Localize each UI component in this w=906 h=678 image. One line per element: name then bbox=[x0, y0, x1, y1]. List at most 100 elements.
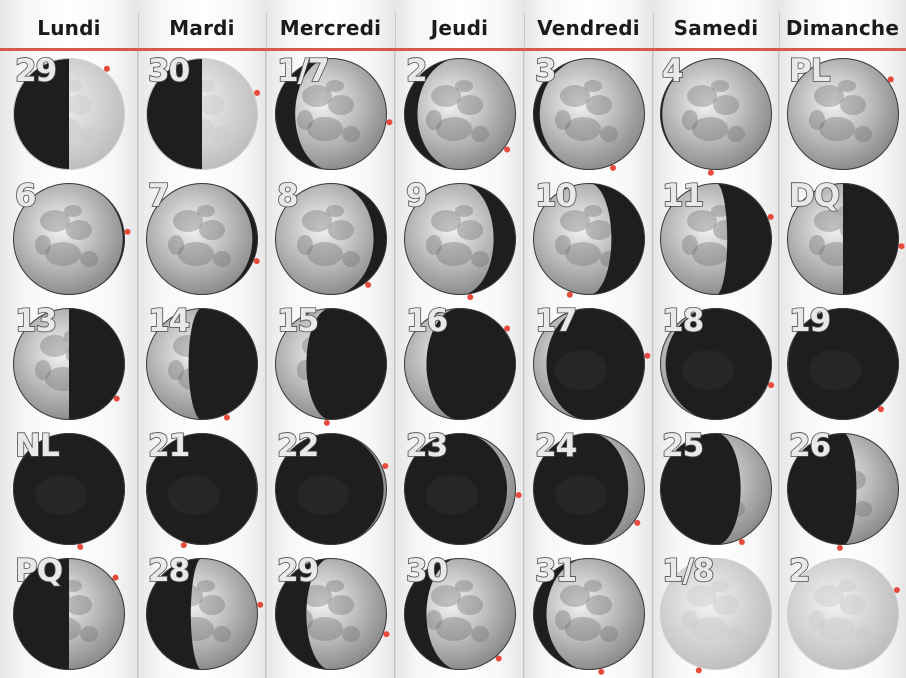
moon-day-cell: 19 bbox=[787, 303, 899, 420]
moon-position-marker bbox=[644, 352, 651, 359]
moon-mare bbox=[457, 595, 483, 615]
day-label: 9 bbox=[405, 178, 428, 214]
moon-outline bbox=[787, 58, 899, 170]
moon-outline bbox=[275, 558, 387, 670]
moon-shadow bbox=[331, 183, 387, 295]
moon-mare bbox=[457, 95, 483, 115]
moon-mare bbox=[682, 610, 698, 630]
moon-position-marker bbox=[893, 587, 900, 594]
moon-mare bbox=[819, 117, 855, 141]
moon-position-marker bbox=[112, 574, 119, 581]
moon-position-marker bbox=[382, 462, 389, 469]
moon-phase-icon bbox=[13, 183, 131, 295]
moon-mare bbox=[565, 242, 601, 266]
moon-outline bbox=[787, 183, 899, 295]
moon-mare bbox=[64, 205, 82, 217]
moon-disc bbox=[787, 58, 899, 170]
moon-day-cell: 29 bbox=[275, 553, 390, 670]
moon-mare bbox=[471, 626, 489, 642]
moon-disc bbox=[404, 183, 516, 295]
moon-mare bbox=[173, 210, 203, 232]
moon-mare bbox=[840, 595, 866, 615]
day-label: 29 bbox=[276, 553, 320, 589]
moon-day-cell: 31 bbox=[533, 553, 645, 675]
moon-mare bbox=[584, 205, 602, 217]
moon-mare bbox=[455, 80, 473, 92]
moon-position-marker bbox=[898, 243, 905, 250]
moon-position-marker bbox=[253, 258, 260, 265]
moon-position-marker bbox=[609, 164, 616, 171]
header-rule bbox=[0, 48, 906, 51]
moon-shadow bbox=[843, 183, 899, 295]
moon-outline bbox=[275, 183, 387, 295]
moon-mare bbox=[213, 126, 231, 142]
moon-day-cell: 17 bbox=[533, 303, 651, 420]
moon-mare bbox=[40, 210, 70, 232]
moon-day-cell: 29 bbox=[13, 53, 125, 170]
moon-mare bbox=[297, 235, 313, 255]
moon-position-marker bbox=[877, 406, 884, 413]
moon-day-cell: 21 bbox=[146, 428, 258, 549]
moon-phase-icon bbox=[275, 558, 390, 670]
moon-phase-icon bbox=[146, 558, 264, 670]
moon-mare bbox=[66, 95, 92, 115]
moon-outline bbox=[533, 58, 645, 170]
moon-mare bbox=[328, 220, 354, 240]
moon-phase-icon bbox=[404, 58, 516, 170]
weekday-heading: Samedi bbox=[673, 16, 759, 40]
moon-shadow bbox=[533, 558, 589, 670]
moon-day-cell: 2 bbox=[404, 53, 516, 170]
moon-mare bbox=[711, 580, 729, 592]
day-label: 25 bbox=[661, 428, 705, 464]
moon-phase-icon bbox=[787, 558, 900, 670]
moon-phase-icon bbox=[404, 183, 516, 301]
moon-phase-icon bbox=[660, 58, 772, 176]
moon-position-marker bbox=[495, 655, 502, 662]
moon-phase-icon bbox=[146, 433, 258, 549]
day-label: 13 bbox=[14, 303, 58, 339]
moon-mare bbox=[213, 626, 231, 642]
moon-mare bbox=[584, 580, 602, 592]
moon-shadow bbox=[716, 183, 772, 295]
moon-outline bbox=[13, 183, 125, 295]
moon-disc bbox=[533, 58, 645, 170]
moon-phase-icon bbox=[13, 558, 125, 670]
moon-mare bbox=[586, 595, 612, 615]
moon-mare bbox=[66, 220, 92, 240]
moon-mare bbox=[307, 617, 343, 641]
day-label: 11 bbox=[661, 178, 705, 214]
day-label: 1/8 bbox=[661, 553, 715, 589]
moon-shadow bbox=[404, 558, 460, 670]
moon-phase-icon bbox=[787, 308, 899, 420]
day-label: 8 bbox=[276, 178, 299, 214]
moon-mare bbox=[342, 626, 360, 642]
moon-position-marker bbox=[124, 228, 131, 235]
moon-position-marker bbox=[180, 542, 187, 549]
moon-mare bbox=[687, 585, 717, 607]
moon-phase-icon bbox=[404, 433, 522, 545]
moon-day-cell: PL bbox=[787, 53, 899, 170]
moon-shadow-texture bbox=[682, 350, 734, 390]
moon-mare bbox=[692, 617, 728, 641]
moon-day-cell: 15 bbox=[275, 303, 387, 426]
moon-outline bbox=[13, 433, 125, 545]
moon-mare bbox=[426, 110, 442, 130]
moon-mare bbox=[600, 626, 618, 642]
moon-mare bbox=[426, 610, 442, 630]
moon-outline bbox=[404, 558, 516, 670]
moon-mare bbox=[199, 595, 225, 615]
moon-shadow bbox=[146, 558, 202, 670]
day-label: 10 bbox=[534, 178, 578, 214]
moon-mare bbox=[682, 110, 698, 130]
moon-disc bbox=[533, 558, 645, 670]
moon-day-cell: 13 bbox=[13, 303, 125, 420]
day-label: 30 bbox=[147, 53, 191, 89]
moon-position-marker bbox=[515, 492, 522, 499]
moon-mare bbox=[809, 235, 825, 255]
moon-mare bbox=[326, 580, 344, 592]
moon-shadow bbox=[660, 433, 741, 545]
moon-day-cell: 11 bbox=[660, 178, 774, 295]
day-label: 17 bbox=[534, 303, 578, 339]
moon-position-marker bbox=[634, 519, 641, 526]
day-label: 21 bbox=[147, 428, 191, 464]
